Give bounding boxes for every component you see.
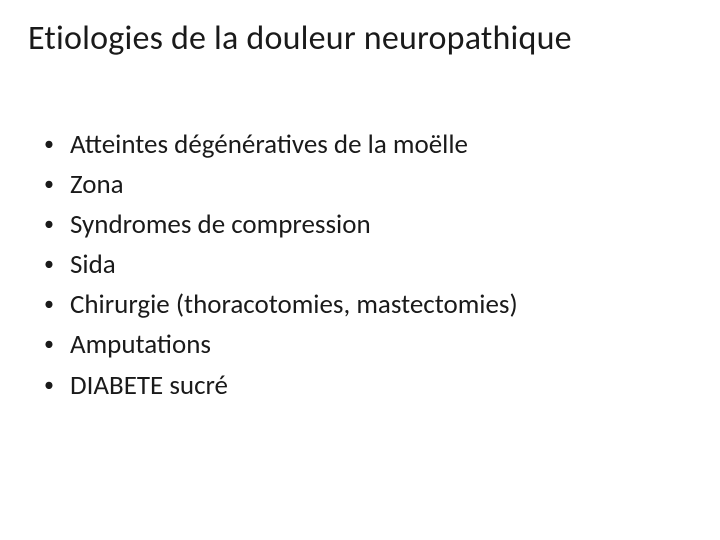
bullet-marker-icon: • (44, 327, 54, 361)
bullet-text: Syndromes de compression (70, 207, 692, 242)
bullet-list: • Atteintes dégénératives de la moëlle •… (28, 127, 692, 403)
bullet-marker-icon: • (44, 167, 54, 201)
bullet-text: Atteintes dégénératives de la moëlle (70, 127, 692, 162)
bullet-marker-icon: • (44, 247, 54, 281)
bullet-text: Sida (70, 247, 692, 282)
bullet-marker-icon: • (44, 368, 54, 402)
bullet-text: Amputations (70, 327, 692, 362)
list-item: • Atteintes dégénératives de la moëlle (44, 127, 692, 162)
list-item: • Chirurgie (thoracotomies, mastectomies… (44, 287, 692, 322)
list-item: • Amputations (44, 327, 692, 362)
list-item: • DIABETE sucré (44, 368, 692, 403)
bullet-text: Chirurgie (thoracotomies, mastectomies) (70, 287, 692, 322)
bullet-marker-icon: • (44, 207, 54, 241)
list-item: • Zona (44, 167, 692, 202)
list-item: • Sida (44, 247, 692, 282)
bullet-text: DIABETE sucré (70, 368, 692, 403)
bullet-marker-icon: • (44, 127, 54, 161)
bullet-marker-icon: • (44, 287, 54, 321)
bullet-text: Zona (70, 167, 692, 202)
list-item: • Syndromes de compression (44, 207, 692, 242)
slide-title: Etiologies de la douleur neuropathique (28, 18, 692, 59)
